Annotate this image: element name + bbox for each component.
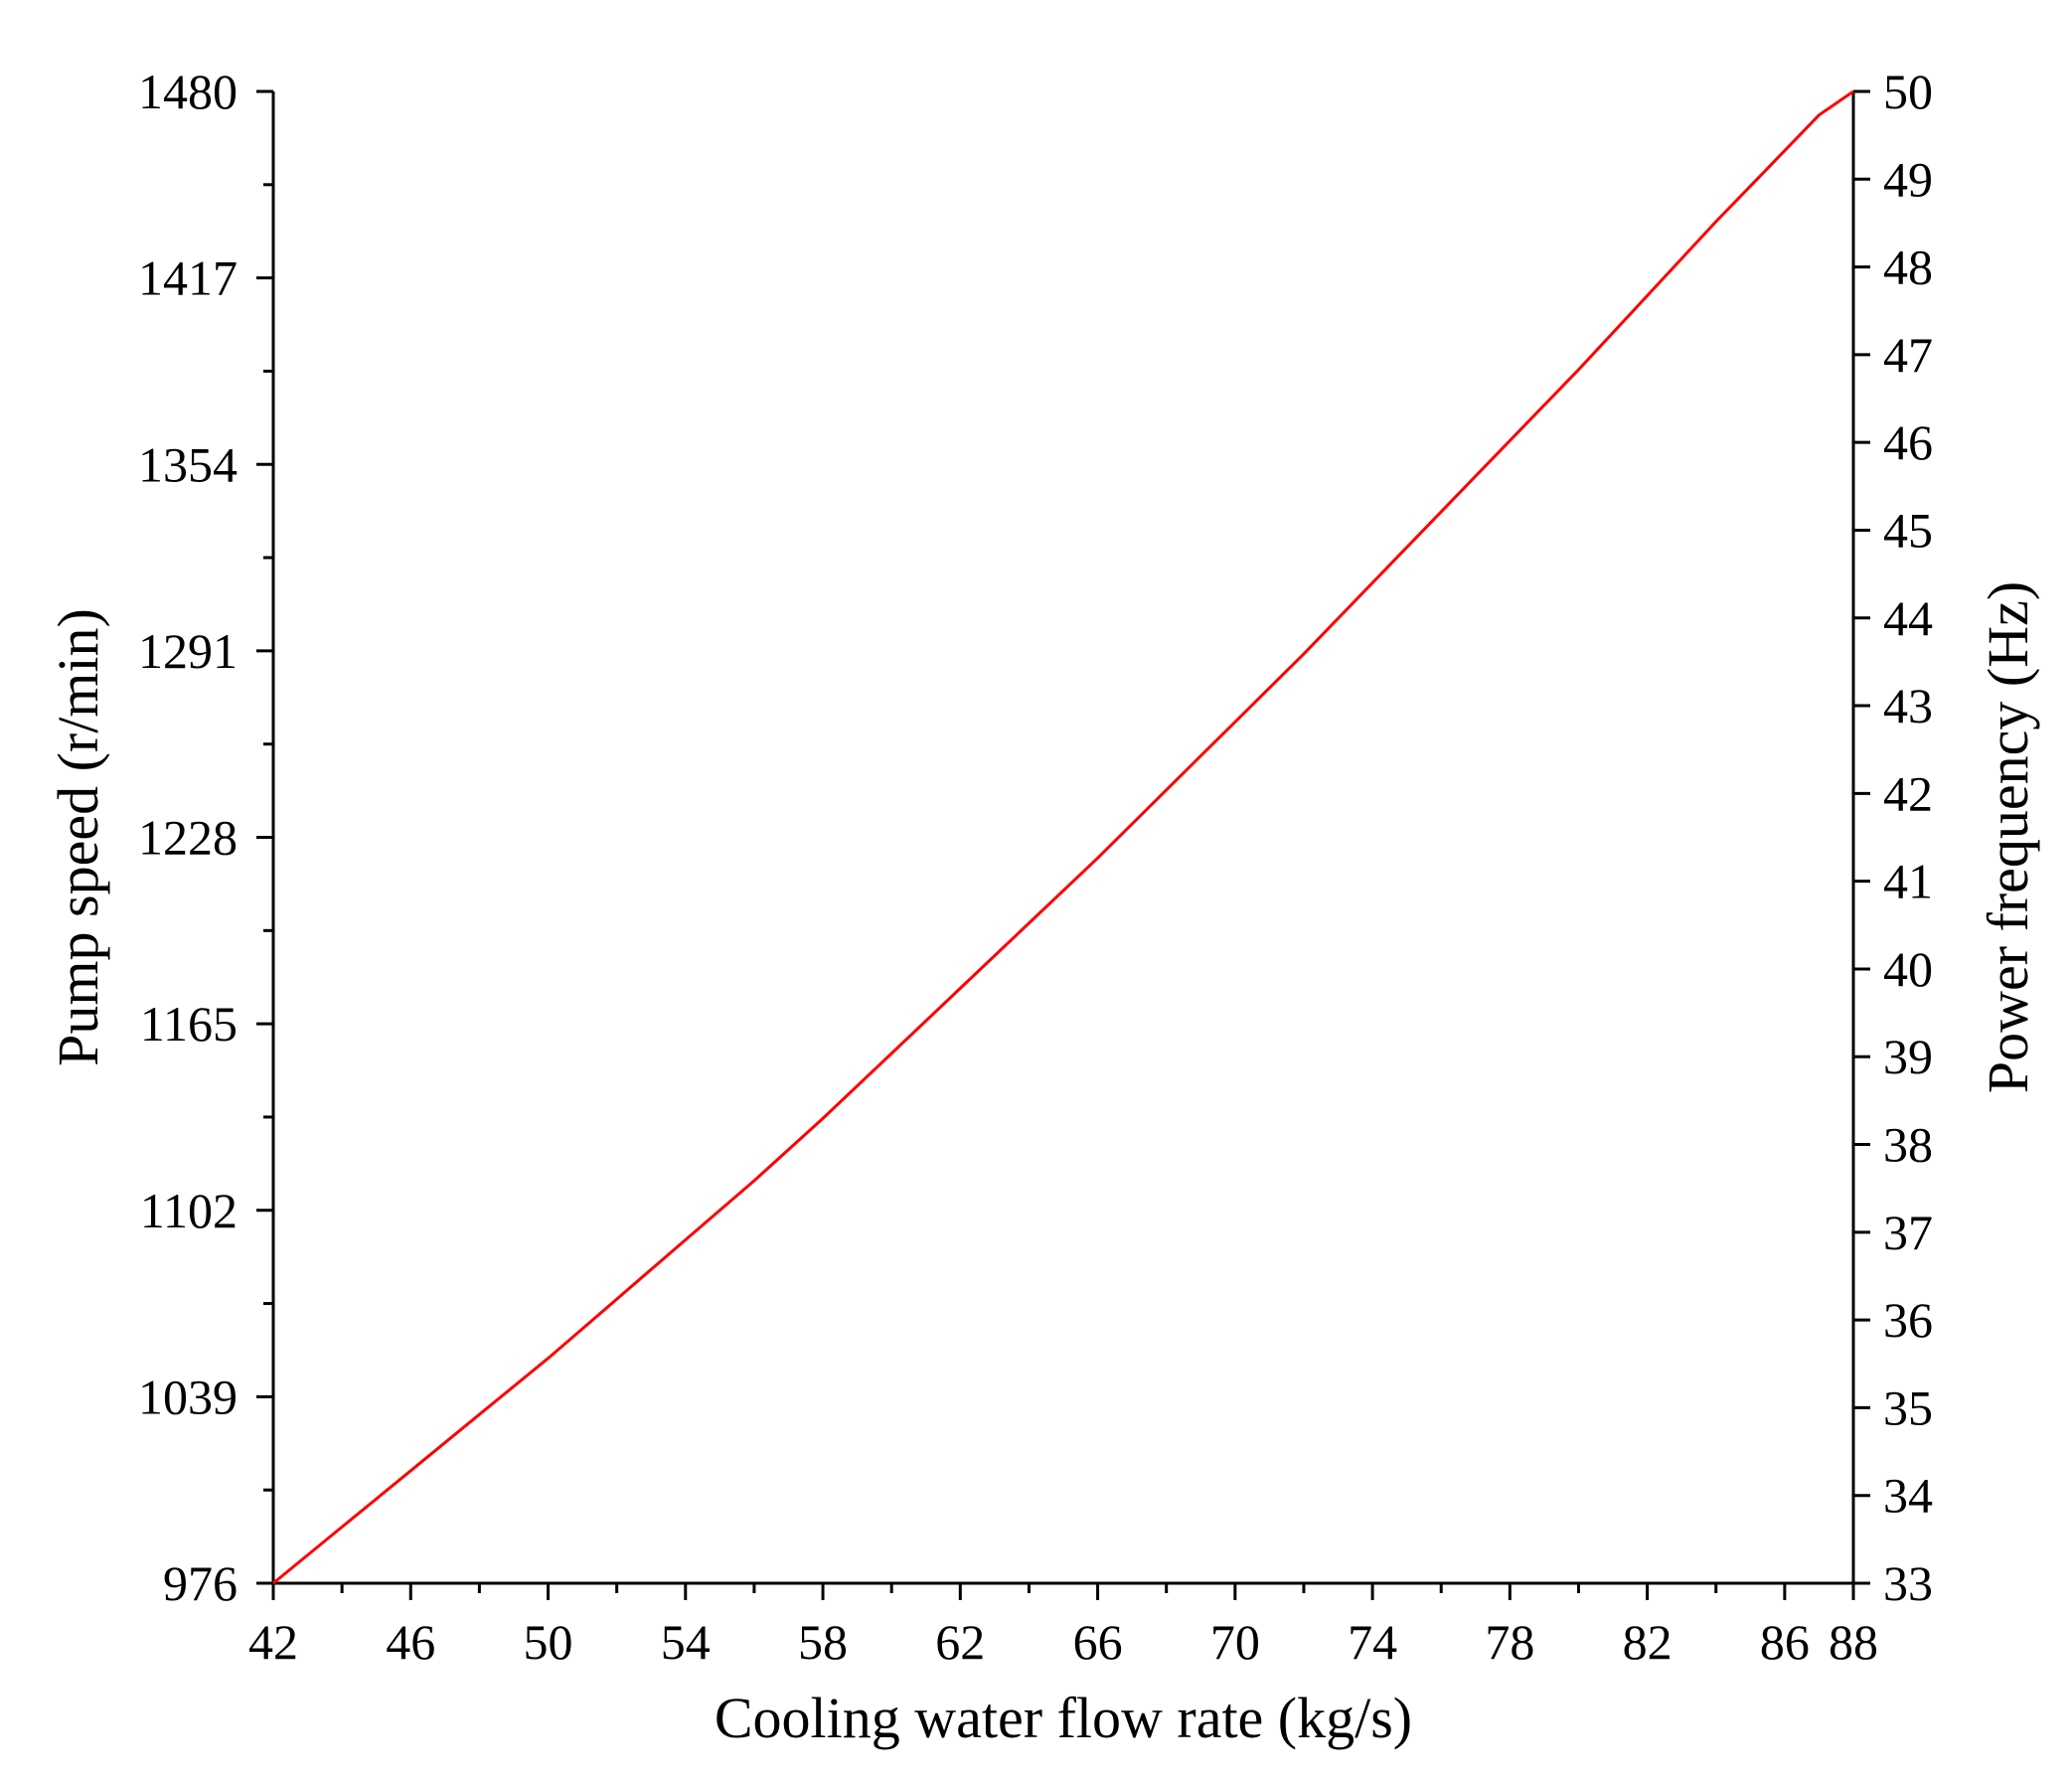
y-tick-label: 1228 — [138, 810, 238, 866]
x-tick-label: 58 — [798, 1614, 848, 1670]
x-tick-label: 82 — [1623, 1614, 1673, 1670]
y2-tick-label: 43 — [1883, 678, 1933, 733]
x-tick-label: 46 — [386, 1614, 435, 1670]
x-tick-label: 54 — [661, 1614, 711, 1670]
y2-tick-label: 41 — [1883, 854, 1933, 909]
y-tick-label: 1165 — [140, 996, 238, 1052]
y2-tick-label: 50 — [1883, 64, 1933, 119]
y2-tick-label: 33 — [1883, 1555, 1933, 1611]
y-tick-label: 1354 — [138, 436, 238, 492]
y-tick-label: 1039 — [138, 1369, 238, 1424]
y2-tick-label: 45 — [1883, 502, 1933, 558]
y2-tick-label: 44 — [1883, 590, 1933, 646]
x-tick-label: 50 — [524, 1614, 573, 1670]
y2-axis-title: Power frequency (Hz) — [1976, 581, 2040, 1093]
x-tick-label: 70 — [1210, 1614, 1260, 1670]
y-tick-label: 1480 — [138, 64, 238, 119]
y-tick-label: 1291 — [138, 623, 238, 679]
y2-tick-label: 40 — [1883, 941, 1933, 997]
series-line — [272, 89, 1854, 1585]
x-tick-label: 78 — [1485, 1614, 1534, 1670]
x-tick-label: 86 — [1760, 1614, 1810, 1670]
y2-tick-label: 49 — [1883, 151, 1933, 207]
y2-tick-label: 35 — [1883, 1379, 1933, 1435]
y-tick-label: 1417 — [138, 250, 238, 306]
x-tick-label: 42 — [248, 1614, 298, 1670]
axes — [271, 91, 1855, 1585]
y2-tick-label: 46 — [1883, 414, 1933, 470]
y2-tick-label: 37 — [1883, 1205, 1933, 1260]
y2-tick-label: 39 — [1883, 1029, 1933, 1084]
y2-tick-label: 48 — [1883, 240, 1933, 295]
ticks: 42 46 50 54 58 62 66 70 74 78 82 86 88 976 1039 1102 116… — [138, 64, 1933, 1670]
y2-tick-label: 42 — [1883, 765, 1933, 821]
y2-tick-label: 38 — [1883, 1117, 1933, 1173]
y-tick-label: 1102 — [140, 1183, 238, 1238]
y2-tick-label: 36 — [1883, 1292, 1933, 1348]
x-tick-label: 62 — [935, 1614, 985, 1670]
y2-tick-label: 47 — [1883, 327, 1933, 383]
series — [272, 89, 1854, 1585]
x-tick-label: 88 — [1829, 1614, 1878, 1670]
x-tick-label: 66 — [1073, 1614, 1123, 1670]
x-axis-title: Cooling water flow rate (kg/s) — [715, 1686, 1412, 1750]
y-tick-label: 976 — [163, 1555, 238, 1611]
y-axis-title: Pump speed (r/min) — [46, 608, 110, 1066]
y2-tick-label: 34 — [1883, 1468, 1933, 1524]
x-tick-label: 74 — [1348, 1614, 1397, 1670]
